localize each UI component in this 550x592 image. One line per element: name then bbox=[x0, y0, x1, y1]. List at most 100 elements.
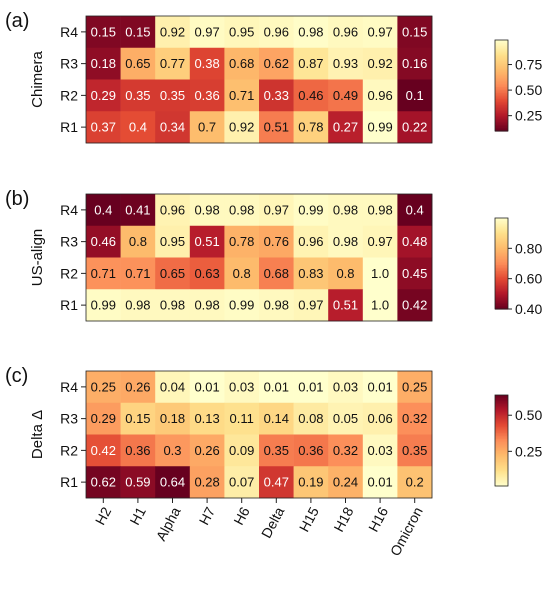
y-tick-label: R3 bbox=[60, 411, 78, 427]
heatmap-cell bbox=[189, 47, 225, 80]
cell-value-label: 0.35 bbox=[402, 443, 427, 458]
cell-value-label: 0.92 bbox=[160, 24, 185, 39]
colorbar-segment bbox=[495, 47, 508, 50]
colorbar-segment bbox=[495, 239, 508, 242]
heatmap-cell bbox=[293, 289, 329, 322]
heatmap-cell bbox=[189, 225, 225, 258]
cell-value-label: 0.8 bbox=[233, 266, 251, 281]
colorbar-segment bbox=[495, 90, 508, 93]
colorbar: 0.40 0.60 0.80 bbox=[494, 217, 542, 317]
cell-value-label: 0.92 bbox=[229, 120, 254, 135]
colorbar-segment bbox=[495, 426, 508, 429]
colorbar-segment bbox=[495, 449, 508, 452]
cell-value-label: 0.41 bbox=[125, 202, 150, 217]
heatmap-cell bbox=[362, 111, 398, 144]
colorbar-segment bbox=[495, 458, 508, 461]
heatmap-cell bbox=[259, 225, 294, 258]
cell-value-label: 0.71 bbox=[91, 266, 116, 281]
heatmap-cell bbox=[155, 466, 191, 499]
cell-value-label: 1.0 bbox=[371, 266, 389, 281]
colorbar-segment bbox=[495, 455, 508, 458]
heatmap-cell bbox=[155, 371, 191, 404]
heatmap-cell bbox=[259, 257, 294, 290]
colorbar-segment bbox=[495, 126, 508, 129]
colorbar-segment bbox=[495, 305, 508, 309]
cell-value-label: 0.01 bbox=[298, 379, 323, 394]
heatmap-cell bbox=[328, 257, 364, 290]
colorbar-segment bbox=[495, 451, 508, 454]
cell-value-label: 0.95 bbox=[229, 24, 254, 39]
colorbar-segment bbox=[495, 99, 508, 102]
heatmap-cell bbox=[86, 47, 121, 80]
colorbar-segment bbox=[495, 43, 508, 46]
colorbar-segment bbox=[495, 76, 508, 79]
colorbar-segment bbox=[495, 73, 508, 76]
heatmap-cell bbox=[293, 225, 329, 258]
cell-value-label: 0.51 bbox=[264, 120, 289, 135]
colorbar-segment bbox=[495, 478, 508, 481]
cell-value-label: 0.71 bbox=[125, 266, 150, 281]
cell-value-label: 0.97 bbox=[264, 202, 289, 217]
colorbar-segment bbox=[495, 269, 508, 272]
colorbar-segment bbox=[495, 112, 508, 115]
colorbar-segment bbox=[495, 278, 508, 281]
cell-value-label: 0.04 bbox=[160, 379, 185, 394]
colorbar-segment bbox=[495, 64, 508, 67]
colorbar-segment bbox=[495, 240, 508, 243]
cell-value-label: 0.87 bbox=[298, 56, 323, 71]
colorbar-segment bbox=[495, 67, 508, 70]
colorbar-segment bbox=[495, 123, 508, 126]
colorbar-segment bbox=[495, 452, 508, 455]
colorbar-segment bbox=[495, 74, 508, 77]
heatmap-cell bbox=[259, 47, 294, 80]
colorbar-segment bbox=[495, 49, 508, 52]
heatmap-cell bbox=[362, 402, 398, 435]
heatmap-cell bbox=[328, 466, 364, 499]
heatmap-cell bbox=[155, 225, 191, 258]
colorbar-segment bbox=[495, 457, 508, 460]
heatmap-cell bbox=[397, 194, 433, 227]
heatmap-cell bbox=[259, 16, 294, 49]
heatmap-cell bbox=[328, 434, 364, 467]
heatmap-cell bbox=[293, 111, 329, 144]
y-tick-label: R3 bbox=[60, 56, 78, 72]
colorbar-segment bbox=[495, 41, 508, 44]
cell-value-label: 0.36 bbox=[298, 443, 323, 458]
colorbar-segment bbox=[495, 307, 508, 310]
colorbar-segment bbox=[495, 271, 508, 274]
cell-value-label: 0.68 bbox=[229, 56, 254, 71]
cell-value-label: 0.7 bbox=[198, 120, 216, 135]
colorbar: 0.25 0.50 bbox=[494, 394, 542, 487]
heatmap-cell bbox=[259, 111, 294, 144]
colorbar-segment bbox=[495, 251, 508, 254]
heatmap-cell bbox=[120, 16, 156, 49]
colorbar-segment bbox=[495, 77, 508, 81]
colorbar-segment bbox=[495, 399, 508, 402]
y-axis-label: Delta Δ bbox=[29, 410, 46, 459]
x-tick-label: H15 bbox=[296, 504, 322, 534]
colorbar-segment bbox=[495, 62, 508, 65]
colorbar-tick-label: 0.25 bbox=[515, 443, 542, 459]
colorbar-segment bbox=[495, 469, 508, 472]
colorbar-segment bbox=[495, 82, 508, 85]
heatmap-cell bbox=[259, 434, 294, 467]
cell-value-label: 0.76 bbox=[264, 234, 289, 249]
heatmap-cell bbox=[328, 16, 364, 49]
heatmap-cell bbox=[120, 466, 156, 499]
cell-value-label: 0.26 bbox=[194, 443, 219, 458]
colorbar-tick-label: 0.25 bbox=[515, 108, 542, 124]
colorbar-segment bbox=[495, 429, 508, 432]
cell-value-label: 0.14 bbox=[264, 411, 289, 426]
colorbar-segment bbox=[495, 446, 508, 449]
heatmap-cell bbox=[397, 289, 433, 322]
colorbar-segment bbox=[495, 68, 508, 71]
heatmap-cell bbox=[189, 111, 225, 144]
colorbar-segment bbox=[495, 292, 508, 295]
heatmap-cell bbox=[224, 402, 260, 435]
colorbar-segment bbox=[495, 44, 508, 47]
heatmap-cell bbox=[120, 257, 156, 290]
colorbar-segment bbox=[495, 249, 508, 252]
cell-value-label: 0.98 bbox=[298, 24, 323, 39]
colorbar-segment bbox=[495, 58, 508, 61]
cell-value-label: 0.15 bbox=[402, 24, 427, 39]
